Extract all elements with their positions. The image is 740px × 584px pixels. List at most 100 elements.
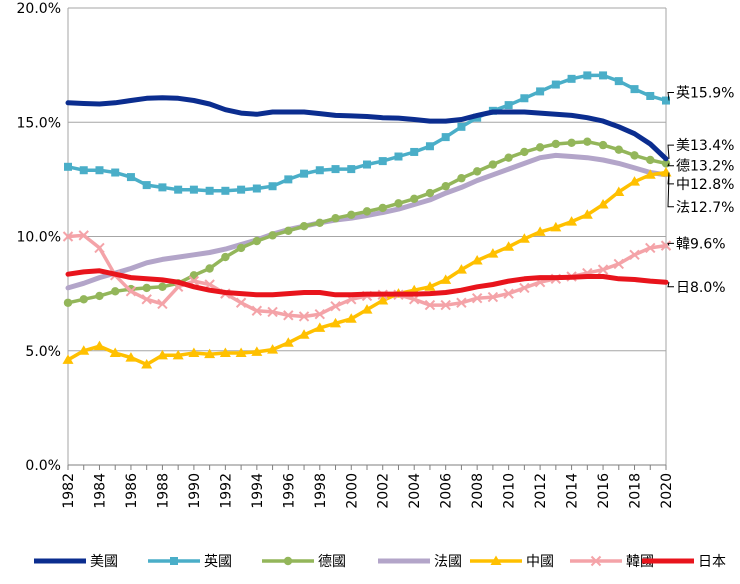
data-point <box>613 258 624 270</box>
data-point <box>424 299 436 311</box>
data-point <box>394 152 403 161</box>
data-point <box>315 166 324 175</box>
data-point <box>299 222 309 231</box>
data-point <box>63 298 73 307</box>
end-label-中國: 中12.8% <box>667 172 734 193</box>
x-tick-label: 2014 <box>565 473 581 509</box>
x-marker-stroke <box>456 297 467 308</box>
data-point <box>78 345 90 355</box>
data-point <box>314 322 326 332</box>
data-point <box>347 165 356 174</box>
end-label-text: 德13.2% <box>676 159 734 175</box>
data-point <box>503 241 515 251</box>
x-tick-label: 2000 <box>344 473 360 509</box>
data-point <box>394 199 403 208</box>
data-point <box>566 216 578 226</box>
data-point <box>330 317 342 328</box>
end-label-text: 美13.4% <box>676 138 734 154</box>
legend-label: 美國 <box>90 554 118 570</box>
x-marker-stroke <box>424 299 436 311</box>
end-label-text: 法12.7% <box>676 200 734 216</box>
data-point <box>300 169 309 178</box>
data-point <box>157 298 168 310</box>
x-tick-label: 1982 <box>61 473 77 509</box>
data-point <box>410 147 419 156</box>
y-tick-label: 15.0% <box>17 115 61 131</box>
y-tick-label: 10.0% <box>17 230 61 246</box>
x-marker-stroke <box>613 258 624 270</box>
data-point <box>551 80 560 89</box>
x-marker-stroke <box>141 294 152 305</box>
data-point <box>488 160 498 169</box>
data-point <box>78 230 89 241</box>
data-point <box>440 299 451 311</box>
series-美國 <box>65 95 669 162</box>
x-marker-stroke <box>519 282 530 294</box>
data-point <box>534 226 546 236</box>
data-point <box>268 231 277 240</box>
data-point <box>93 340 105 351</box>
data-point <box>252 236 262 246</box>
data-point <box>189 185 198 194</box>
x-marker-stroke <box>503 288 514 299</box>
legend-item-日本: 日本 <box>642 554 726 570</box>
legend-item-韓國: 韓國 <box>570 554 654 570</box>
data-point <box>550 221 562 232</box>
legend-label: 韓國 <box>626 554 654 570</box>
x-marker-stroke <box>597 264 609 275</box>
x-tick-label: 1998 <box>313 473 329 509</box>
data-point <box>205 186 214 195</box>
leader-line <box>667 172 674 185</box>
data-point <box>95 291 104 301</box>
legend-label: 德國 <box>318 554 346 570</box>
data-point <box>471 254 483 265</box>
data-point <box>363 160 371 169</box>
data-point <box>221 186 230 195</box>
data-point <box>378 203 387 213</box>
y-tick-label: 5.0% <box>25 344 61 360</box>
data-point <box>662 96 670 105</box>
x-tick-label: 2020 <box>659 473 675 509</box>
end-label-韓國: 韓9.6% <box>667 236 726 252</box>
leader-line <box>667 92 674 101</box>
data-point <box>251 305 263 316</box>
data-point <box>598 140 608 150</box>
legend-label: 法國 <box>434 554 462 570</box>
data-point <box>298 311 310 322</box>
data-point <box>520 147 529 157</box>
data-point <box>331 214 340 223</box>
series-line <box>65 152 669 291</box>
data-point <box>237 185 246 194</box>
x-tick-label: 2004 <box>407 473 423 509</box>
data-point <box>504 153 513 162</box>
end-label-日本: 日8.0% <box>667 280 726 296</box>
data-point <box>457 174 466 183</box>
leader-line <box>667 144 674 159</box>
data-point <box>125 286 137 297</box>
x-marker-stroke <box>629 249 640 260</box>
series-日本 <box>65 268 669 298</box>
x-marker-stroke <box>125 286 137 297</box>
data-point <box>298 329 310 339</box>
data-point <box>221 252 230 262</box>
data-point <box>378 157 387 166</box>
data-point <box>94 242 105 254</box>
data-point <box>581 209 593 219</box>
data-point <box>487 291 499 303</box>
data-point <box>219 347 231 358</box>
data-point <box>567 74 576 83</box>
data-point <box>252 184 261 193</box>
end-label-德國: 德13.2% <box>667 159 734 175</box>
series-line <box>66 170 668 367</box>
data-point <box>174 185 183 194</box>
data-point <box>630 85 639 94</box>
end-label-美國: 美13.4% <box>667 138 734 159</box>
data-point <box>583 137 592 146</box>
x-tick-label: 2016 <box>596 473 612 509</box>
leader-line <box>667 163 674 167</box>
legend-item-法國: 法國 <box>378 554 462 570</box>
data-point <box>315 218 324 227</box>
legend-label: 日本 <box>698 554 726 570</box>
legend-label: 英國 <box>204 553 232 570</box>
